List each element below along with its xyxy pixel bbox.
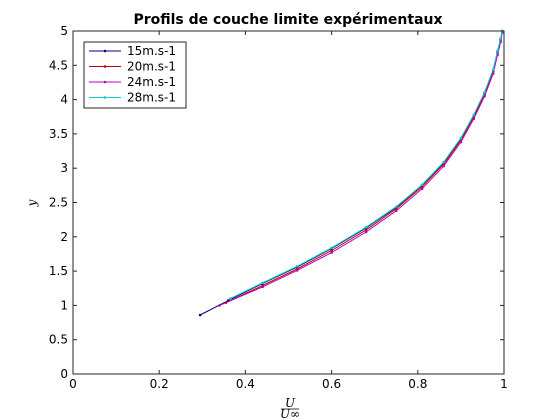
data-point (261, 281, 264, 285)
data-point (295, 264, 299, 268)
series-layer (198, 29, 504, 317)
x-tick-label: 1 (500, 377, 508, 391)
data-point (420, 185, 424, 189)
data-point (483, 90, 486, 94)
legend-marker (103, 96, 107, 99)
x-tick-label: 0.2 (150, 377, 169, 391)
data-point (420, 183, 424, 186)
y-tick-label: 2.5 (49, 196, 68, 210)
data-point (499, 37, 502, 40)
legend-item: 24m.s-1 (89, 75, 176, 89)
y-tick-label: 3.5 (49, 127, 68, 141)
y-tick-label: 1.5 (49, 264, 68, 278)
y-tick-label: 5 (60, 24, 68, 38)
chart-title: Profils de couche limite expérimentaux (133, 12, 442, 28)
legend-marker (103, 65, 107, 68)
data-point (229, 297, 232, 300)
data-point (330, 246, 333, 250)
data-point (420, 187, 424, 191)
data-point (442, 164, 445, 168)
legend-label: 15m.s-1 (127, 44, 176, 58)
y-tick-label: 0 (60, 367, 68, 381)
data-point (330, 249, 333, 252)
y-tick-label: 0.5 (49, 333, 68, 347)
data-point (394, 209, 398, 213)
data-point (198, 313, 202, 317)
data-point (295, 269, 299, 272)
data-point (364, 228, 368, 232)
y-tick-label: 2 (60, 230, 68, 244)
plot-frame (72, 30, 505, 375)
legend-label: 24m.s-1 (127, 75, 176, 89)
x-axis-label: U U∞ (280, 396, 300, 420)
legend-marker (103, 49, 107, 53)
data-point (459, 140, 463, 144)
x-tick-label: 0.8 (408, 377, 427, 391)
legend-label: 28m.s-1 (127, 91, 176, 105)
data-point (472, 117, 476, 121)
y-axis-label: y (25, 199, 39, 207)
data-point (394, 205, 398, 208)
series-28m.s-1 (229, 29, 504, 300)
y-tick-label: 3 (60, 161, 68, 175)
legend-item: 28m.s-1 (89, 91, 176, 105)
data-point (483, 94, 486, 98)
legend-marker (103, 80, 107, 84)
legend-label: 20m.s-1 (127, 60, 176, 74)
x-tick-label: 0 (69, 377, 77, 391)
legend-item: 15m.s-1 (89, 44, 176, 58)
legend-item: 20m.s-1 (89, 60, 176, 74)
data-point (496, 49, 499, 53)
data-point (394, 207, 398, 210)
data-point (442, 160, 445, 164)
data-point (261, 285, 264, 289)
data-point (218, 304, 221, 307)
data-point (472, 113, 476, 116)
data-point (459, 136, 463, 140)
x-axis: 0 0.2 0.4 0.6 0.8 1 (69, 31, 508, 391)
data-point (491, 68, 495, 71)
y-tick-label: 1 (60, 298, 68, 312)
data-point (364, 225, 368, 229)
y-tick-label: 4 (60, 93, 68, 107)
x-axis-label-numerator: U (285, 396, 296, 410)
x-tick-label: 0.6 (322, 377, 341, 391)
x-tick-label: 0.4 (236, 377, 255, 391)
data-point (491, 72, 495, 75)
data-point (330, 251, 333, 254)
data-point (364, 230, 368, 234)
y-tick-label: 4.5 (49, 58, 68, 72)
x-axis-label-denominator: U∞ (280, 407, 300, 420)
